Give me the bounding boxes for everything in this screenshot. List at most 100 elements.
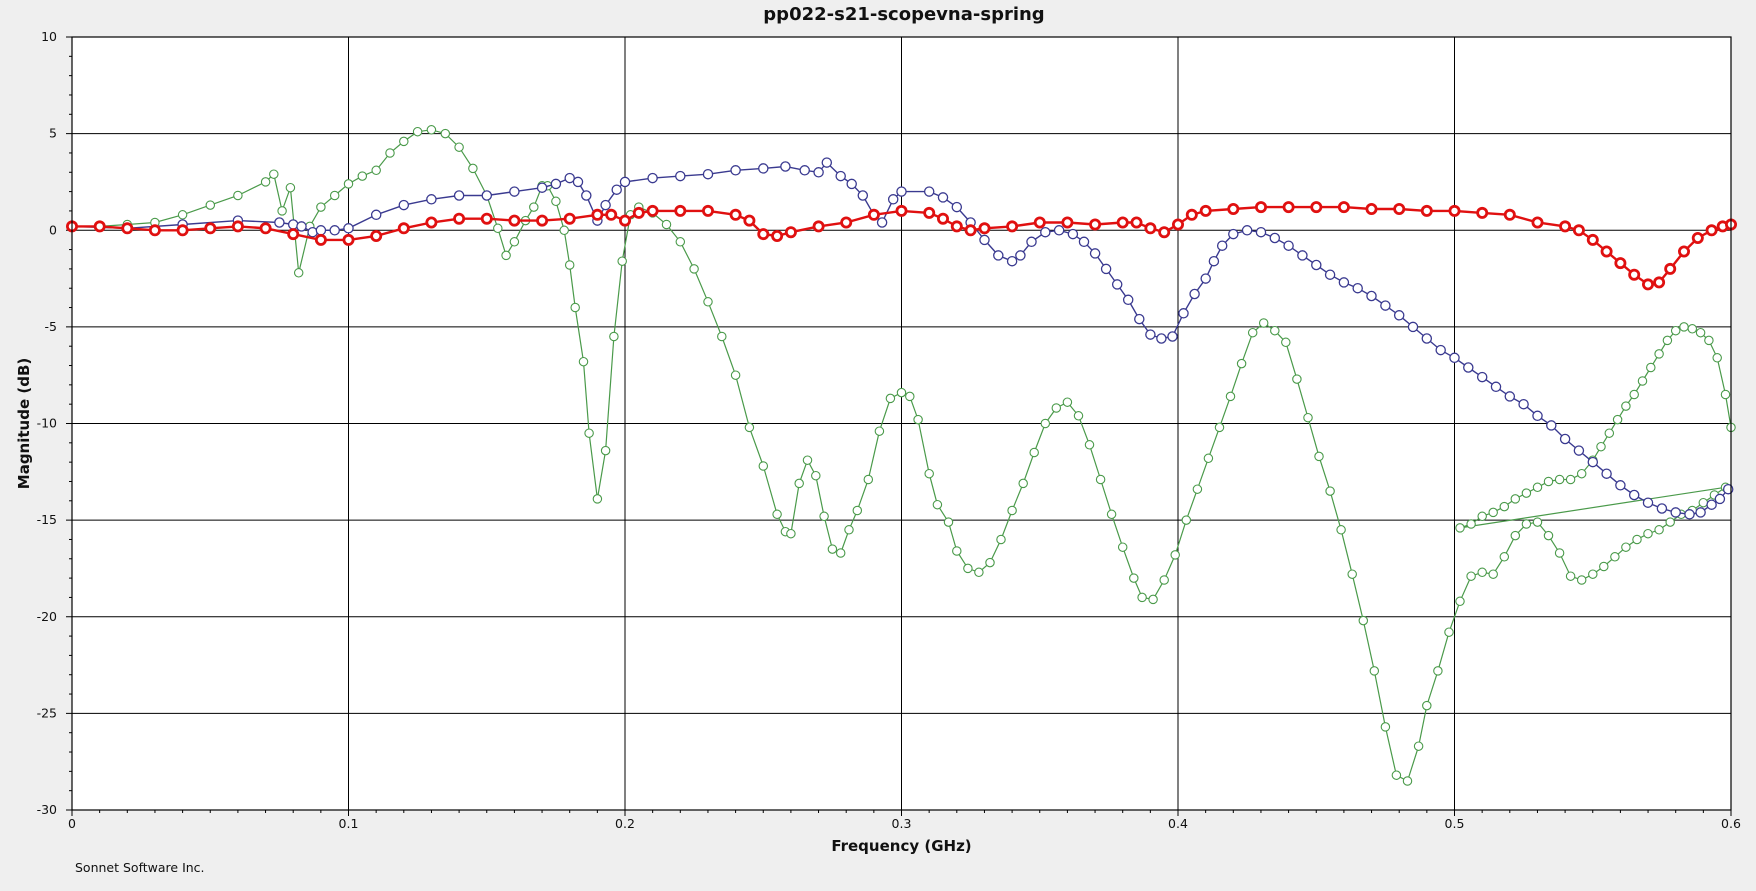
- data-point: [370, 229, 383, 242]
- data-point: [1199, 204, 1212, 217]
- data-point: [1621, 401, 1631, 411]
- data-point: [1061, 216, 1074, 229]
- grid-lines: [71, 36, 1732, 811]
- data-point: [1089, 248, 1101, 259]
- data-point: [176, 224, 189, 237]
- data-point: [874, 426, 885, 436]
- data-point: [1282, 201, 1295, 214]
- data-point: [1628, 268, 1641, 281]
- data-point: [1632, 534, 1642, 545]
- data-point: [835, 170, 846, 182]
- y-tick-label: -10: [37, 416, 57, 431]
- data-point: [1100, 263, 1112, 275]
- data-point: [674, 204, 687, 217]
- data-point: [717, 331, 727, 342]
- data-point: [425, 216, 438, 229]
- data-point: [863, 474, 874, 485]
- data-point: [570, 302, 580, 313]
- data-point: [1236, 358, 1247, 369]
- plot-frame: [71, 36, 1732, 811]
- data-point: [1270, 325, 1280, 336]
- data-point: [675, 170, 686, 182]
- data-point: [314, 233, 327, 246]
- data-point: [1543, 476, 1554, 487]
- data-point: [840, 216, 853, 229]
- data-point: [846, 178, 857, 190]
- data-point: [501, 250, 511, 261]
- data-point: [757, 228, 770, 241]
- x-axis-label: Frequency (GHz): [831, 837, 971, 855]
- data-point: [1559, 220, 1572, 233]
- data-point: [1503, 208, 1516, 221]
- data-point: [536, 182, 548, 193]
- data-point: [885, 393, 896, 404]
- data-point: [1599, 561, 1609, 572]
- data-point: [591, 208, 604, 221]
- data-point: [1642, 278, 1655, 291]
- data-point: [1612, 414, 1623, 425]
- data-point: [1402, 776, 1413, 786]
- data-point: [895, 204, 908, 217]
- data-point: [453, 190, 465, 201]
- data-point: [233, 190, 243, 201]
- data-point: [329, 190, 340, 201]
- y-tick-label: 10: [41, 29, 57, 44]
- data-point: [1463, 362, 1474, 373]
- data-point: [343, 179, 354, 189]
- data-point: [1325, 486, 1335, 496]
- x-tick-label: 0.4: [1168, 816, 1188, 831]
- data-point: [1488, 569, 1498, 579]
- data-point: [468, 163, 478, 174]
- data-point: [887, 194, 899, 205]
- data-point: [813, 167, 824, 178]
- data-point: [1084, 440, 1095, 450]
- data-point: [1705, 224, 1718, 237]
- data-point: [1336, 525, 1346, 535]
- data-point: [1144, 222, 1157, 235]
- data-point: [1629, 389, 1639, 400]
- data-point: [1670, 325, 1681, 336]
- data-point: [1393, 202, 1406, 215]
- data-point: [1642, 497, 1654, 508]
- data-point: [1380, 722, 1391, 732]
- data-point: [1596, 441, 1606, 452]
- data-point: [1698, 497, 1709, 508]
- data-point: [559, 225, 569, 236]
- x-tick-label: 0: [68, 816, 76, 831]
- data-point: [1420, 204, 1433, 217]
- data-point: [1601, 468, 1612, 479]
- data-point: [440, 128, 451, 139]
- data-point: [1095, 474, 1106, 485]
- data-point: [802, 455, 813, 465]
- data-point: [1006, 255, 1018, 267]
- data-point: [1610, 552, 1620, 562]
- data-point: [1208, 255, 1220, 267]
- data-point: [905, 391, 915, 402]
- data-point: [529, 202, 539, 212]
- data-point: [1691, 231, 1704, 244]
- data-point: [564, 260, 575, 270]
- data-point: [1178, 308, 1189, 319]
- data-point: [1227, 202, 1240, 215]
- data-point: [204, 222, 217, 235]
- data-point: [844, 525, 854, 535]
- data-point: [1247, 327, 1258, 338]
- data-point: [771, 229, 784, 242]
- data-point: [1185, 208, 1198, 221]
- data-point: [1565, 474, 1576, 485]
- data-point: [1170, 550, 1180, 560]
- data-point: [1137, 592, 1147, 603]
- data-point: [581, 190, 592, 201]
- data-point: [1130, 216, 1143, 229]
- data-point: [609, 331, 619, 342]
- data-point: [1587, 456, 1599, 468]
- footer-credit: Sonnet Software Inc.: [75, 860, 205, 875]
- data-point: [1111, 279, 1123, 290]
- data-point: [371, 165, 381, 176]
- data-point: [646, 204, 659, 217]
- data-point: [821, 157, 833, 168]
- data-point: [1040, 226, 1051, 238]
- data-point: [1637, 376, 1648, 386]
- data-point: [205, 200, 216, 210]
